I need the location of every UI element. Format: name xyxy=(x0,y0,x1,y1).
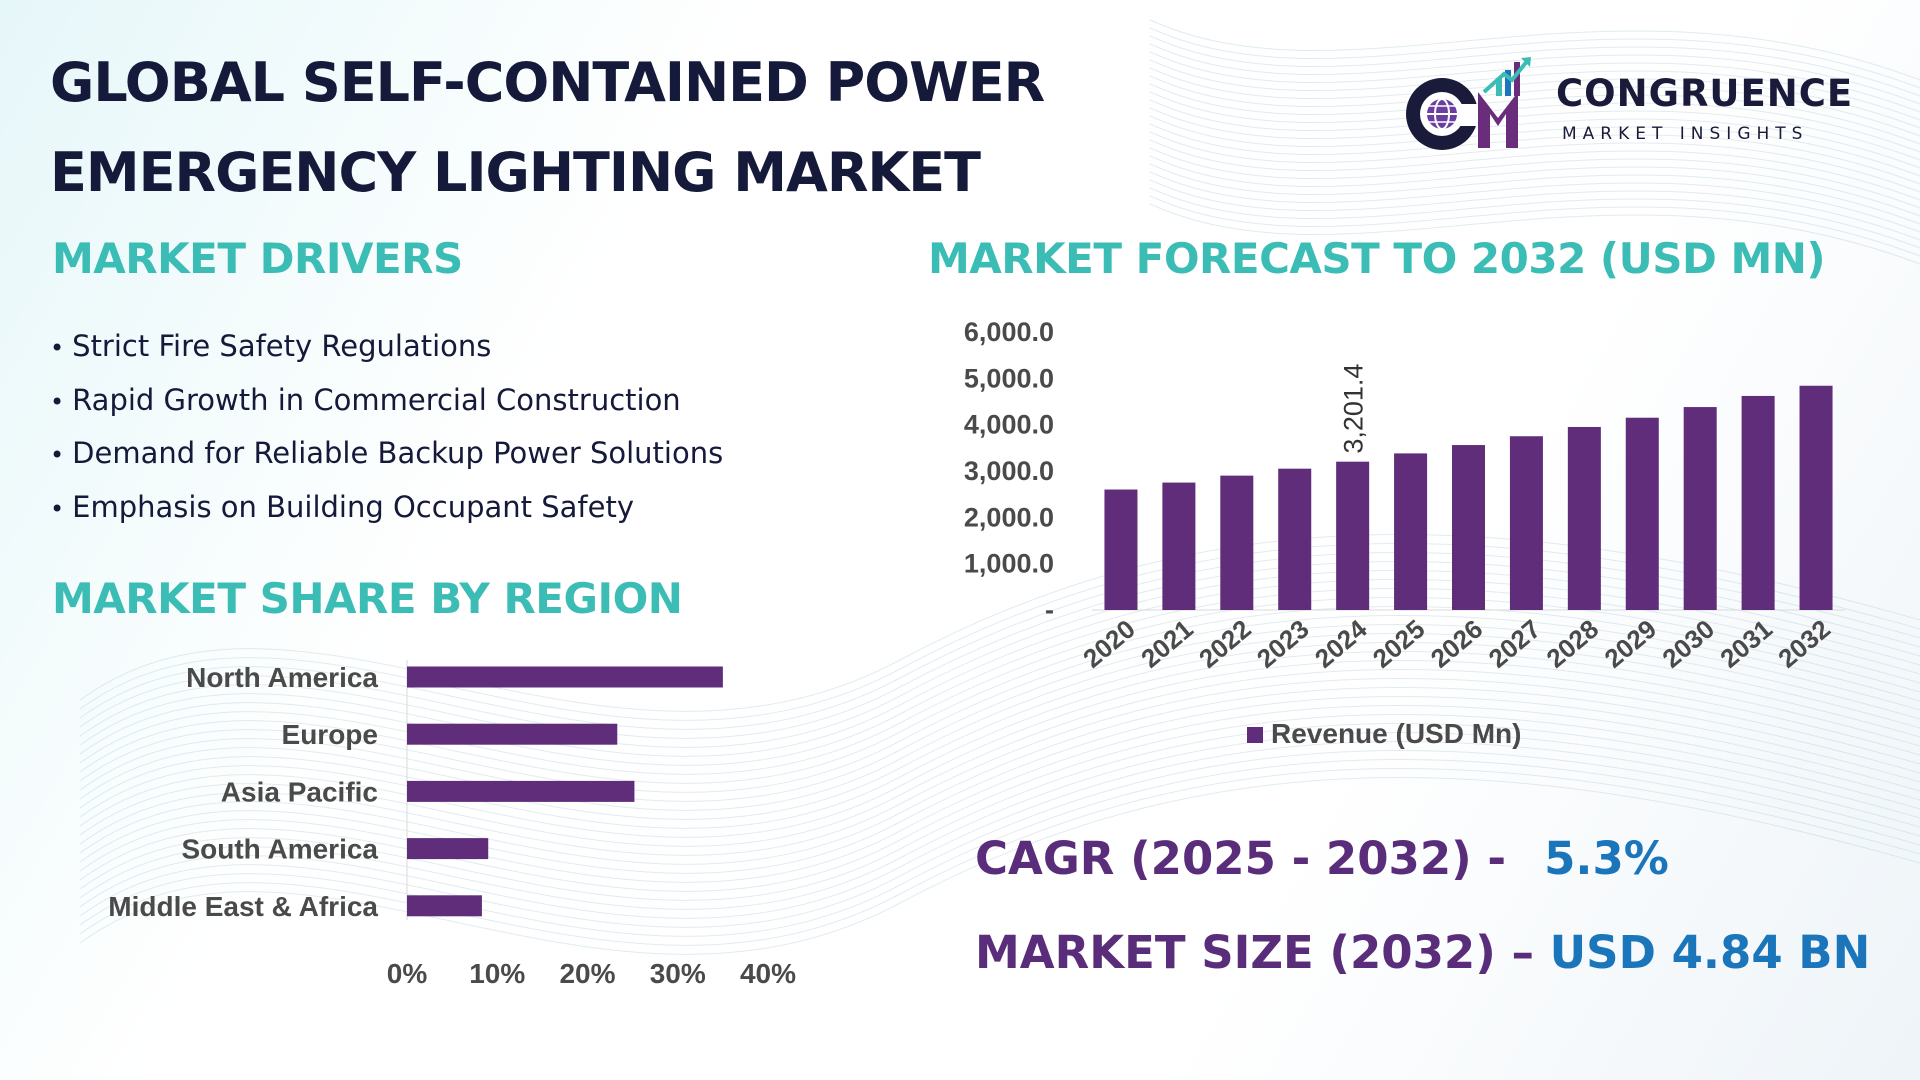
market-share-region-heading: MARKET SHARE BY REGION xyxy=(52,574,683,623)
x-tick-label: 10% xyxy=(469,958,525,989)
market-size-value: USD 4.84 BN xyxy=(1549,926,1871,979)
logo-company-name: CONGRUENCE xyxy=(1556,72,1854,115)
forecast-bar xyxy=(1278,468,1312,610)
x-tick-label: 2025 xyxy=(1367,614,1431,674)
y-tick-label: 2,000.0 xyxy=(964,502,1054,532)
cagr-statement: CAGR (2025 - 2032) - 5.3% xyxy=(975,832,1669,885)
page-title-line-2: EMERGENCY LIGHTING MARKET xyxy=(50,141,981,204)
forecast-bar xyxy=(1162,482,1196,610)
market-size-label: MARKET SIZE (2032) – xyxy=(975,926,1534,979)
x-tick-label: 30% xyxy=(650,958,706,989)
forecast-bar xyxy=(1567,426,1601,610)
bullet-icon: • xyxy=(50,387,65,416)
driver-item: • Demand for Reliable Backup Power Soluti… xyxy=(50,427,723,481)
driver-item: • Strict Fire Safety Regulations xyxy=(50,320,723,374)
x-tick-label: 2026 xyxy=(1425,614,1489,674)
y-tick-label: 6,000.0 xyxy=(964,317,1054,347)
bullet-icon: • xyxy=(50,494,65,523)
y-tick-label: 5,000.0 xyxy=(964,363,1054,393)
x-tick-label: 2027 xyxy=(1483,614,1547,674)
page-title-line-1: GLOBAL SELF-CONTAINED POWER xyxy=(50,51,1045,114)
bullet-icon: • xyxy=(50,441,65,469)
x-tick-label: 2031 xyxy=(1714,614,1778,674)
x-tick-label: 40% xyxy=(740,958,796,989)
region-bar xyxy=(407,838,489,860)
region-bar xyxy=(407,895,482,917)
x-tick-label: 2020 xyxy=(1077,614,1141,674)
region-label: Middle East & Africa xyxy=(108,891,378,922)
logo-company-subtitle: MARKET INSIGHTS xyxy=(1562,124,1809,144)
x-tick-label: 0% xyxy=(387,958,428,989)
region-label: North America xyxy=(186,662,378,693)
x-tick-label: 2028 xyxy=(1541,614,1605,674)
x-tick-label: 2021 xyxy=(1135,614,1199,674)
driver-item: • Emphasis on Building Occupant Safety xyxy=(50,481,723,535)
forecast-bar-chart: - 1,000.0 2,000.0 3,000.0 4,000.0 5,000.0 6,00… xyxy=(964,317,1845,749)
region-label: Asia Pacific xyxy=(221,776,378,807)
globe-bar-chart-logo-icon xyxy=(1406,57,1531,150)
y-tick-label: 4,000.0 xyxy=(964,410,1054,440)
x-tick-label: 2032 xyxy=(1772,614,1836,674)
market-drivers-heading: MARKET DRIVERS xyxy=(52,234,463,283)
driver-text: Demand for Reliable Backup Power Solutio… xyxy=(72,436,724,470)
forecast-bar xyxy=(1220,475,1254,610)
forecast-bar xyxy=(1625,417,1659,610)
region-share-bar-chart: North America Europe Asia Pacific South Ame… xyxy=(108,660,796,989)
legend-label: Revenue (USD Mn) xyxy=(1271,718,1521,749)
cagr-label: CAGR (2025 - 2032) - xyxy=(975,832,1507,885)
market-size-statement: MARKET SIZE (2032) – USD 4.84 BN xyxy=(975,926,1870,979)
region-bar xyxy=(407,780,635,802)
forecast-bar xyxy=(1683,407,1717,610)
bullet-icon: • xyxy=(50,334,65,362)
x-tick-label: 2029 xyxy=(1599,614,1663,674)
market-forecast-heading: MARKET FORECAST TO 2032 (USD MN) xyxy=(928,234,1826,283)
forecast-bar xyxy=(1451,445,1486,610)
x-tick-label: 2024 xyxy=(1309,613,1373,674)
y-tick-label: - xyxy=(1045,595,1054,625)
x-tick-label: 2030 xyxy=(1656,614,1720,674)
forecast-bar xyxy=(1336,461,1370,610)
x-tick-label: 2022 xyxy=(1193,614,1257,674)
driver-item: • Rapid Growth in Commercial Construction xyxy=(50,374,723,428)
forecast-bar xyxy=(1394,453,1428,610)
y-tick-label: 3,000.0 xyxy=(964,456,1054,486)
company-logo: CONGRUENCE MARKET INSIGHTS xyxy=(1400,52,1880,162)
market-drivers-list: • Strict Fire Safety Regulations • Rapid G… xyxy=(50,320,723,534)
region-label: Europe xyxy=(282,719,378,750)
x-tick-label: 2023 xyxy=(1251,614,1315,674)
forecast-bar xyxy=(1741,395,1775,610)
y-tick-label: 1,000.0 xyxy=(964,549,1054,579)
x-tick-label: 20% xyxy=(559,958,615,989)
driver-text: Rapid Growth in Commercial Construction xyxy=(72,382,681,417)
region-bar xyxy=(407,723,618,745)
driver-text: Emphasis on Building Occupant Safety xyxy=(72,489,634,524)
cagr-value: 5.3% xyxy=(1544,832,1669,885)
page-title: GLOBAL SELF-CONTAINED POWER EMERGENCY LI… xyxy=(50,38,1045,218)
forecast-bar xyxy=(1509,436,1543,610)
region-bar xyxy=(407,666,723,688)
region-label: South America xyxy=(181,834,378,865)
legend-swatch xyxy=(1247,727,1263,743)
forecast-bar xyxy=(1104,489,1138,610)
data-label: 3,201.4 xyxy=(1339,364,1369,454)
forecast-bar xyxy=(1799,385,1833,610)
driver-text: Strict Fire Safety Regulations xyxy=(72,329,492,363)
